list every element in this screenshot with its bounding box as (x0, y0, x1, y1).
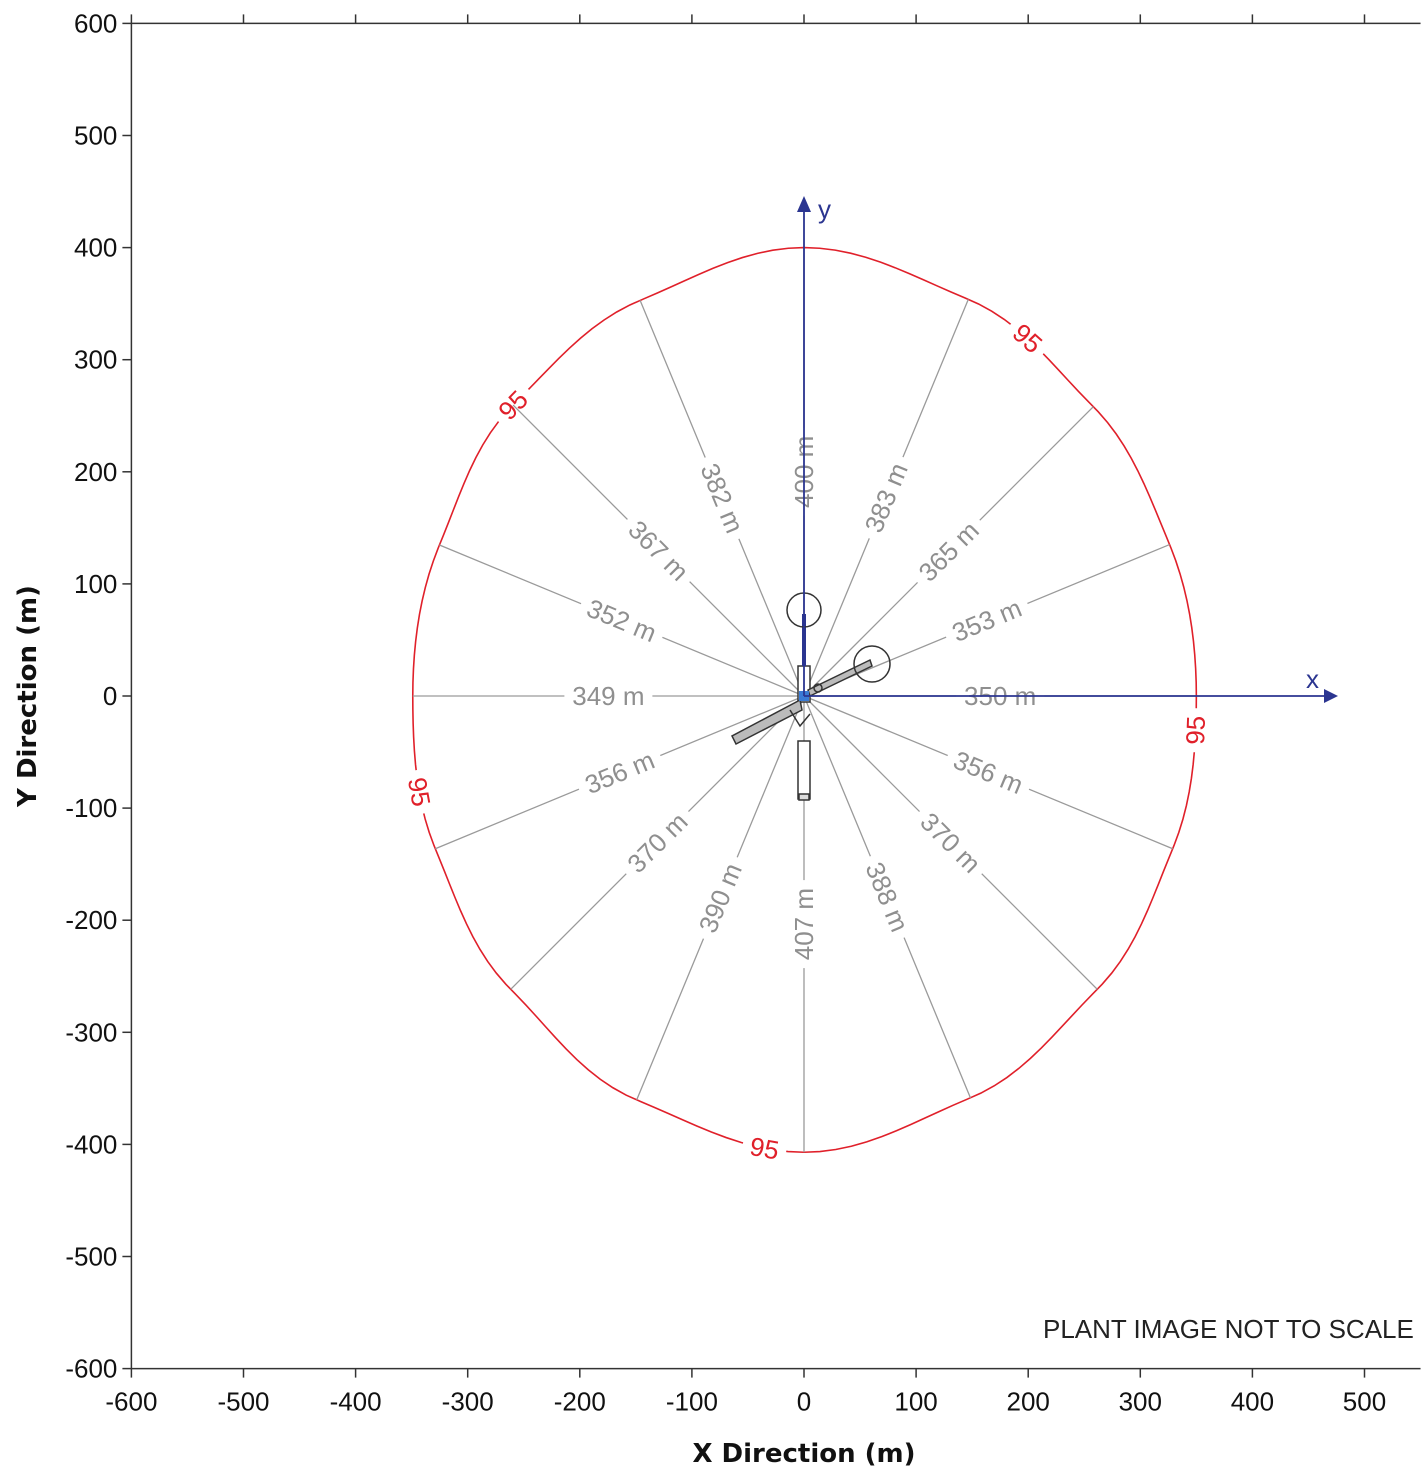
x-tick-label: -400 (330, 1387, 382, 1417)
y-tick-label: -500 (65, 1242, 117, 1272)
y-tick-label: 100 (74, 569, 117, 599)
plant-arm-ring (853, 645, 891, 683)
x-tick-label: -600 (105, 1387, 157, 1417)
radial-label-bg (691, 451, 753, 545)
x-tick-label: -200 (554, 1387, 606, 1417)
radial-label: 367 m (622, 514, 694, 586)
radial-label: 356 m (949, 745, 1027, 800)
origin-x-label: x (1306, 664, 1319, 694)
radial-label-bg (941, 741, 1035, 804)
y-tick-label: 200 (74, 457, 117, 487)
radial-label-bg (855, 451, 917, 545)
plant-conveyor (797, 740, 811, 800)
y-tick-label: 600 (74, 8, 117, 38)
x-tick-label: 100 (894, 1387, 937, 1417)
origin-y-arrowhead (797, 196, 811, 212)
plant-pivot (813, 683, 823, 693)
radial-label: 349 m (572, 681, 644, 711)
radial-label-bg (906, 509, 991, 594)
y-tick-label: -100 (65, 793, 117, 823)
radial-label-bg (616, 508, 701, 593)
x-tick-label: -300 (442, 1387, 494, 1417)
y-tick-label: -200 (65, 905, 117, 935)
contour-label: 95 (402, 775, 437, 809)
contour-label: 95 (748, 1131, 782, 1166)
radial-label: 382 m (694, 459, 749, 537)
x-tick-label: 0 (797, 1387, 811, 1417)
radial-label: 356 m (581, 745, 659, 800)
y-tick-label: -600 (65, 1354, 117, 1384)
y-tick-label: 500 (74, 121, 117, 151)
x-axis-title: X Direction (m) (692, 1439, 915, 1469)
radial-label-bg (575, 589, 669, 652)
y-tick-label: 0 (103, 681, 117, 711)
y-tick-label: 400 (74, 233, 117, 263)
contour-label: 95 (1180, 715, 1211, 745)
origin-x-arrowhead (1324, 689, 1338, 703)
radial-label: 370 m (621, 807, 693, 879)
radial-label-bg (573, 741, 667, 804)
x-tick-label: 500 (1343, 1387, 1386, 1417)
plant-hopper (789, 709, 811, 728)
radial-label-bg (940, 589, 1034, 651)
radial-label-bg (564, 681, 653, 711)
contour-label-bg (1180, 707, 1211, 753)
plant-end (798, 793, 810, 801)
plant-arm-left (731, 698, 803, 746)
contour-label-bg (401, 767, 437, 817)
radial-label-bg (689, 851, 751, 945)
x-tick-label: 300 (1119, 1387, 1162, 1417)
radial-label: 365 m (913, 515, 985, 587)
radial-label: 370 m (914, 807, 986, 879)
origin-axes: xy (797, 194, 1338, 703)
x-tick-label: 200 (1007, 1387, 1050, 1417)
radial-label: 383 m (858, 459, 913, 537)
radial-label-bg (789, 880, 820, 969)
plant-arm-right (807, 658, 873, 698)
y-axis-title: Y Direction (m) (13, 585, 43, 808)
radial-label: 390 m (693, 859, 748, 937)
radial-label: 407 m (789, 888, 819, 960)
x-tick-label: -500 (217, 1387, 269, 1417)
y-tick-label: 300 (74, 345, 117, 375)
x-tick-label: 400 (1231, 1387, 1274, 1417)
radial-label-bg (615, 800, 700, 885)
contour-label-bg (740, 1130, 789, 1166)
x-tick-label: -100 (666, 1387, 718, 1417)
y-tick-label: -300 (65, 1017, 117, 1047)
origin-y-label: y (818, 194, 831, 224)
radial-label: 353 m (948, 593, 1026, 648)
radial-label-bg (856, 850, 918, 944)
contour-label-bg (1001, 313, 1054, 364)
plant-note: PLANT IMAGE NOT TO SCALE (1043, 1314, 1414, 1344)
y-tick-label: -400 (65, 1129, 117, 1159)
tick-layer: -600 -500 -400 -300 -200 -100 0 100 200 300 400 500… (65, 8, 1386, 1416)
radial-label: 388 m (860, 858, 915, 936)
radial-label-bg (908, 800, 993, 885)
radial-label: 352 m (583, 593, 661, 648)
